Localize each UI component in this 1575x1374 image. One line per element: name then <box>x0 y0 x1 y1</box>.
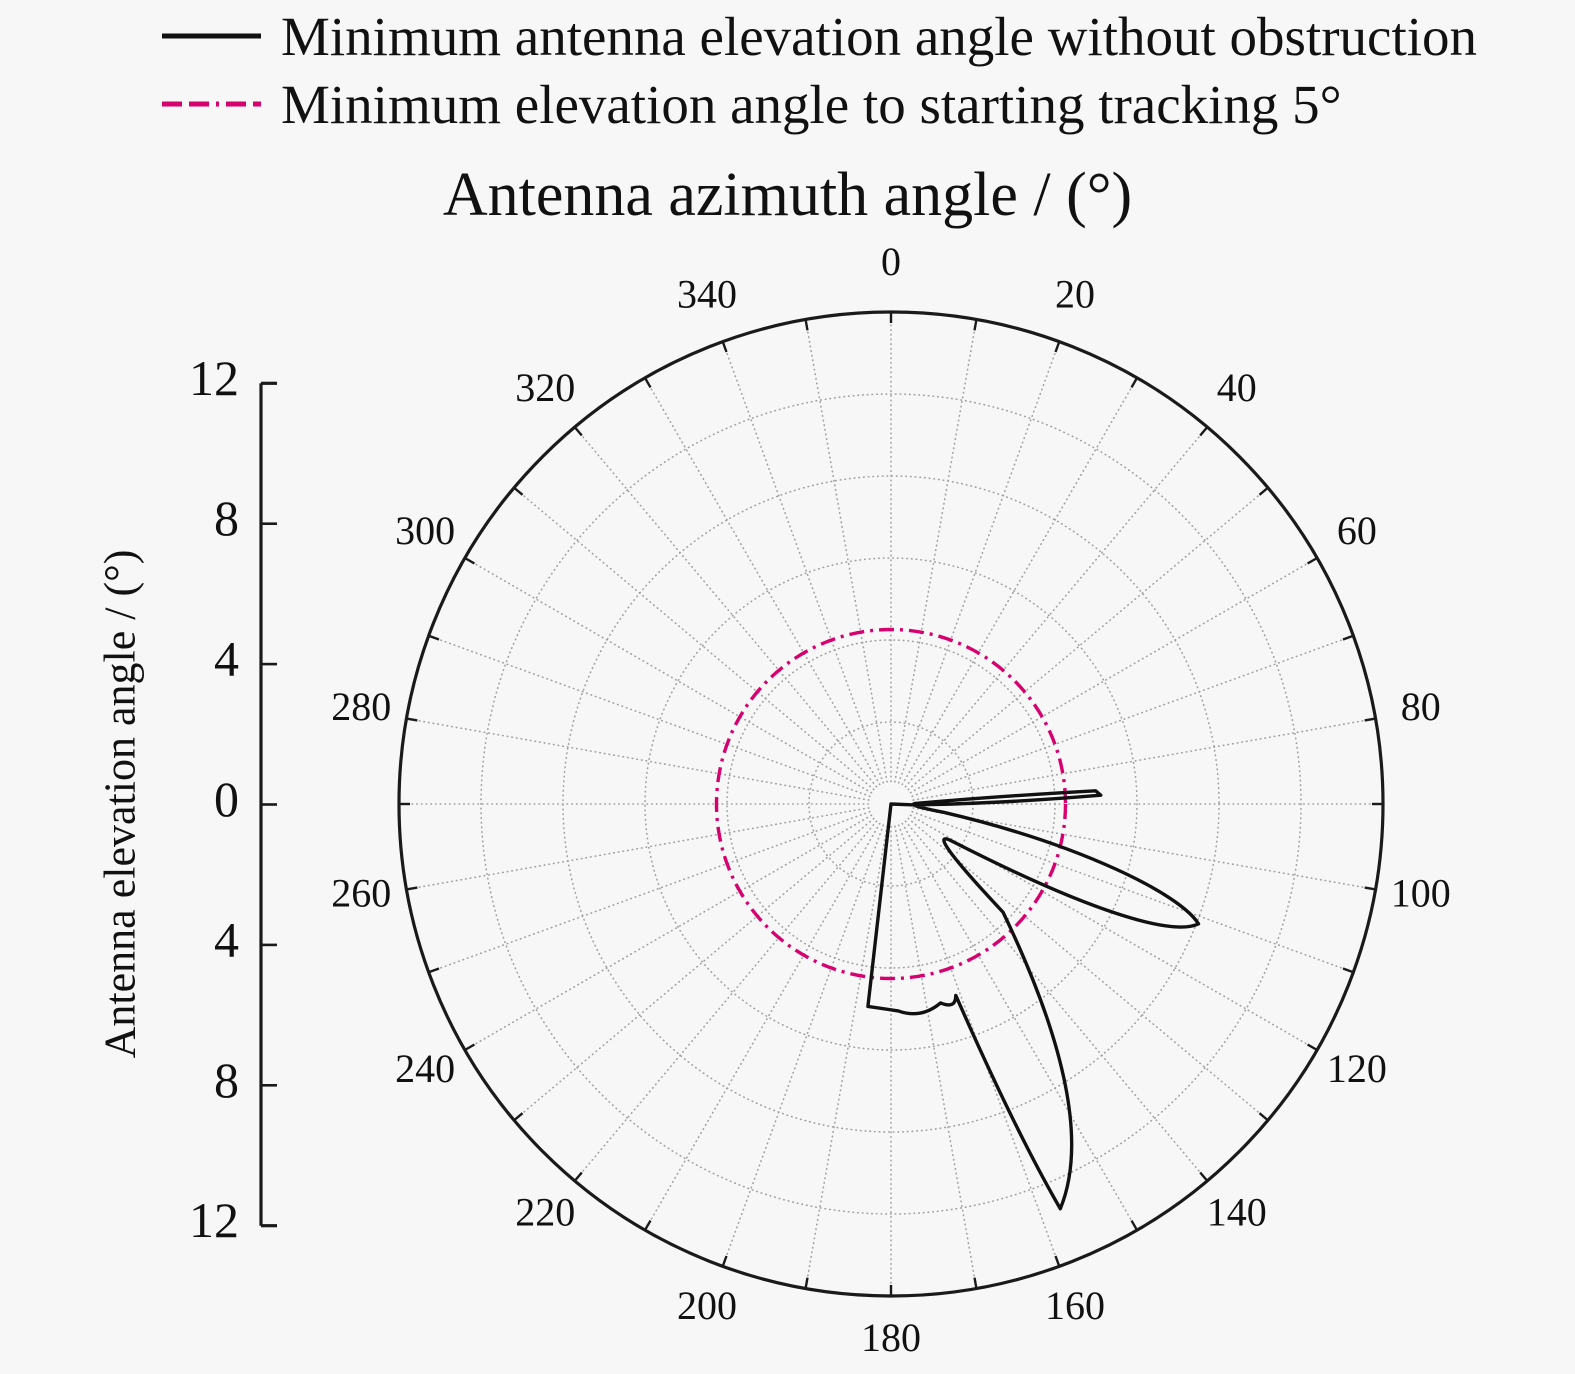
svg-text:240: 240 <box>395 1046 455 1091</box>
svg-text:220: 220 <box>515 1189 575 1234</box>
svg-text:80: 80 <box>1401 684 1441 729</box>
svg-text:320: 320 <box>515 365 575 410</box>
svg-text:12: 12 <box>189 350 239 406</box>
svg-text:120: 120 <box>1327 1046 1387 1091</box>
svg-text:280: 280 <box>331 684 391 729</box>
svg-text:4: 4 <box>214 631 239 687</box>
svg-text:140: 140 <box>1207 1189 1267 1234</box>
svg-text:20: 20 <box>1055 272 1095 317</box>
svg-text:40: 40 <box>1217 365 1257 410</box>
svg-text:340: 340 <box>677 272 737 317</box>
svg-text:0: 0 <box>881 239 901 284</box>
svg-text:180: 180 <box>861 1315 921 1360</box>
svg-text:300: 300 <box>395 508 455 553</box>
svg-text:100: 100 <box>1391 871 1451 916</box>
svg-text:0: 0 <box>214 771 239 827</box>
svg-text:260: 260 <box>331 871 391 916</box>
svg-text:8: 8 <box>214 1052 239 1108</box>
svg-text:4: 4 <box>214 911 239 967</box>
svg-text:60: 60 <box>1337 508 1377 553</box>
svg-text:200: 200 <box>677 1283 737 1328</box>
svg-text:12: 12 <box>189 1192 239 1248</box>
svg-text:160: 160 <box>1045 1283 1105 1328</box>
svg-text:8: 8 <box>214 490 239 546</box>
